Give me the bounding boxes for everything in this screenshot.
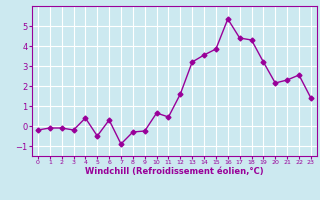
- X-axis label: Windchill (Refroidissement éolien,°C): Windchill (Refroidissement éolien,°C): [85, 167, 264, 176]
